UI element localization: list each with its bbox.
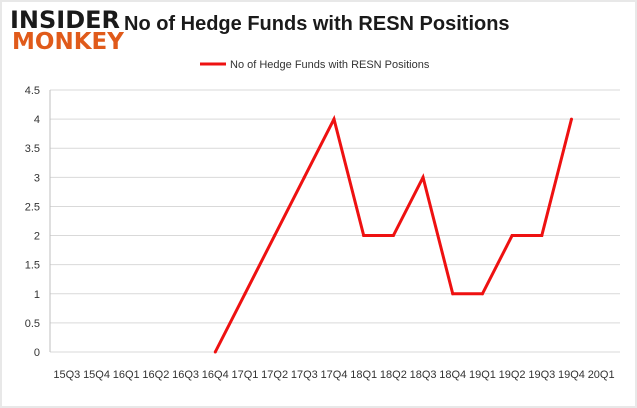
x-tick-label: 17Q3	[291, 369, 318, 381]
x-tick-label: 17Q2	[261, 369, 288, 381]
y-tick-label: 4.5	[25, 85, 40, 97]
y-tick-label: 1.5	[25, 260, 40, 272]
x-tick-label: 17Q1	[231, 369, 258, 381]
x-tick-label: 16Q1	[113, 369, 140, 381]
data-point	[391, 234, 395, 238]
x-tick-label: 19Q4	[558, 369, 585, 381]
data-point	[243, 292, 247, 296]
data-point	[273, 234, 277, 238]
data-point	[332, 117, 336, 121]
data-point	[213, 350, 217, 354]
x-tick-label: 18Q4	[439, 369, 466, 381]
gridlines	[49, 89, 620, 353]
x-tick-label: 16Q4	[202, 369, 229, 381]
data-point	[362, 234, 366, 238]
x-tick-label: 19Q2	[499, 369, 526, 381]
x-axis: 15Q3 15Q4 16Q1 16Q2 16Q3 16Q4 17Q1 17Q2 17Q3 17Q4…	[53, 369, 614, 381]
x-tick-label: 15Q4	[83, 369, 110, 381]
data-point	[421, 175, 425, 179]
y-tick-label: 4	[34, 114, 40, 126]
y-tick-label: 3.5	[25, 143, 40, 155]
data-point	[540, 234, 544, 238]
y-tick-label: 3	[34, 172, 40, 184]
data-point	[451, 292, 455, 296]
y-tick-label: 2.5	[25, 201, 40, 213]
x-tick-label: 20Q1	[588, 369, 615, 381]
insider-monkey-logo: INSIDER MONKEY	[10, 6, 124, 56]
y-axis: 0 0.5 1 1.5 2 2.5 3 3.5 4 4.5	[25, 85, 40, 359]
y-tick-label: 2	[34, 231, 40, 243]
x-tick-label: 18Q3	[410, 369, 437, 381]
x-tick-label: 18Q2	[380, 369, 407, 381]
data-point	[480, 292, 484, 296]
x-tick-label: 16Q3	[172, 369, 199, 381]
x-tick-label: 19Q3	[528, 369, 555, 381]
legend: No of Hedge Funds with RESN Positions	[200, 59, 430, 71]
logo-line-1: INSIDER	[10, 6, 121, 34]
series-layer	[213, 114, 573, 354]
y-tick-label: 0	[34, 347, 40, 359]
y-tick-label: 1	[34, 289, 40, 301]
data-point	[510, 234, 514, 238]
logo-line-2: MONKEY	[12, 29, 124, 55]
data-point	[302, 175, 306, 179]
data-point	[569, 117, 573, 121]
x-tick-label: 15Q3	[53, 369, 80, 381]
x-tick-label: 16Q2	[142, 369, 169, 381]
y-tick-label: 0.5	[25, 318, 40, 330]
legend-label: No of Hedge Funds with RESN Positions	[230, 59, 430, 71]
x-tick-label: 18Q1	[350, 369, 377, 381]
x-tick-label: 19Q1	[469, 369, 496, 381]
x-tick-label: 17Q4	[321, 369, 348, 381]
chart-title: No of Hedge Funds with RESN Positions	[124, 13, 510, 35]
